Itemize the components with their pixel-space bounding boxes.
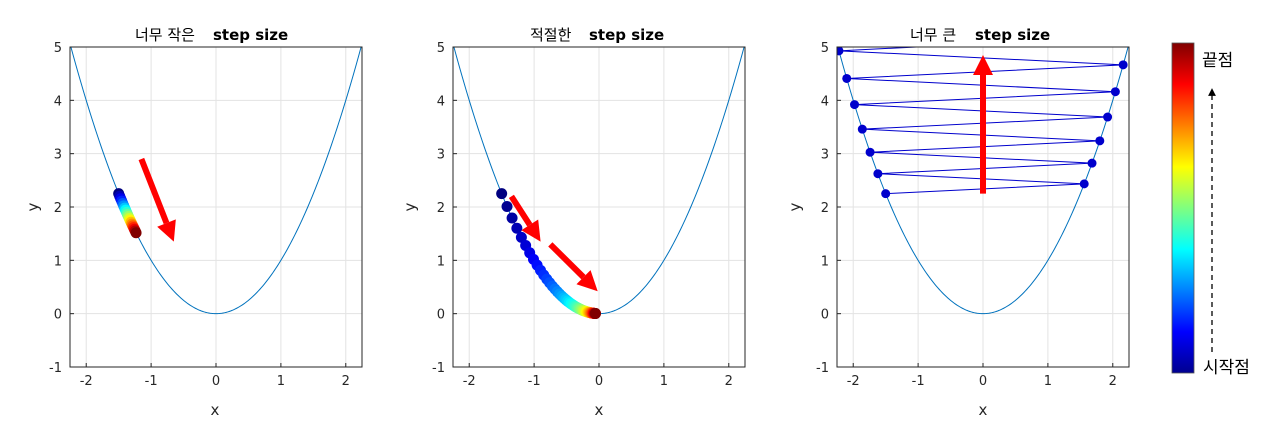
- iteration-point: [501, 201, 513, 213]
- iteration-point: [515, 231, 527, 243]
- direction-arrow-head: [521, 219, 541, 242]
- direction-arrow-head: [576, 270, 598, 292]
- x-tick-label: -2: [463, 374, 476, 389]
- panel-title-bold: step size: [975, 26, 1050, 44]
- iteration-point: [1118, 60, 1128, 70]
- colorbar-bottom-label: 시작점: [1203, 358, 1250, 378]
- direction-arrow-shaft: [548, 242, 586, 280]
- y-tick-label: 0: [437, 308, 445, 323]
- x-tick-label: 0: [979, 374, 987, 389]
- panel-too-small: 너무 작은 step size -2 -1 0 1 2 -1 0 1 2 3 4 5 x y: [24, 26, 363, 419]
- y-tick-label: -1: [432, 361, 445, 376]
- direction-arrow-head: [157, 219, 176, 242]
- iteration-point: [865, 147, 875, 157]
- y-tick-label: 4: [821, 94, 829, 109]
- iteration-point: [130, 227, 142, 239]
- x-tick-label: 1: [1044, 374, 1052, 389]
- y-tick-label: 1: [54, 254, 62, 269]
- y-tick-label: 5: [54, 41, 62, 56]
- x-axis-label: x: [211, 401, 220, 419]
- iteration-point: [1079, 179, 1089, 189]
- y-tick-label: -1: [816, 361, 829, 376]
- panel-title-prefix: 너무 작은: [135, 26, 195, 44]
- x-tick-label: -1: [528, 374, 541, 389]
- panel-title-bold: step size: [589, 26, 664, 44]
- y-axis-label: y: [401, 202, 419, 211]
- y-axis-label: y: [786, 202, 804, 211]
- y-tick-label: 4: [437, 94, 445, 109]
- x-tick-label: -1: [912, 374, 925, 389]
- iteration-point: [1126, 32, 1135, 41]
- y-tick-label: 2: [821, 201, 829, 216]
- x-axis-label: x: [979, 401, 988, 419]
- y-tick-label: 3: [54, 148, 62, 163]
- plot-area: -2 -1 0 1 2 -1 0 1 2 3 4 5: [816, 32, 1135, 389]
- direction-arrow-head: [973, 55, 993, 75]
- x-tick-label: 2: [1109, 374, 1117, 389]
- plot-frame: [69, 46, 363, 368]
- iteration-point: [837, 47, 844, 56]
- iteration-point: [842, 73, 852, 83]
- x-tick-label: -2: [80, 374, 93, 389]
- iteration-point: [1095, 136, 1105, 146]
- iteration-point: [1110, 87, 1120, 97]
- y-tick-label: 0: [54, 308, 62, 323]
- plot-frame: [836, 46, 1130, 368]
- y-tick-label: 3: [437, 148, 445, 163]
- iteration-point: [506, 212, 518, 224]
- plot-frame: [452, 46, 746, 368]
- x-tick-label: -2: [847, 374, 860, 389]
- colorbar-gradient: [1171, 42, 1195, 374]
- x-tick-label: -1: [145, 374, 158, 389]
- colorbar-top-label: 끝점: [1202, 51, 1233, 71]
- direction-arrow-shaft: [138, 157, 170, 225]
- x-tick-label: 0: [212, 374, 220, 389]
- plot-area: -2 -1 0 1 2 -1 0 1 2 3 4 5: [49, 41, 363, 389]
- panel-appropriate: 적절한 step size -2 -1 0 1 2 -1 0 1 2 3 4 5 x y: [401, 26, 746, 419]
- iteration-point: [590, 308, 602, 320]
- x-tick-label: 1: [277, 374, 285, 389]
- panel-title-bold: step size: [213, 26, 288, 44]
- colorbar: 끝점 시작점: [1171, 42, 1250, 378]
- iteration-point: [511, 222, 523, 234]
- y-tick-label: 5: [437, 41, 445, 56]
- x-tick-label: 2: [725, 374, 733, 389]
- y-tick-label: 2: [437, 201, 445, 216]
- iteration-point: [850, 100, 860, 110]
- iteration-point: [873, 169, 883, 179]
- x-axis-label: x: [595, 401, 604, 419]
- x-tick-label: 0: [595, 374, 603, 389]
- iteration-point: [881, 189, 891, 199]
- y-tick-label: -1: [49, 361, 62, 376]
- panel-title-prefix: 적절한: [530, 26, 572, 44]
- x-tick-label: 2: [342, 374, 350, 389]
- panel-title-prefix: 너무 큰: [910, 26, 956, 44]
- y-tick-label: 5: [821, 41, 829, 56]
- iteration-point: [1087, 158, 1097, 168]
- plot-area: -2 -1 0 1 2 -1 0 1 2 3 4 5: [432, 41, 746, 389]
- y-tick-label: 2: [54, 201, 62, 216]
- y-tick-label: 0: [821, 308, 829, 323]
- panel-too-large: 너무 큰 step size -2 -1 0 1 2 -1 0 1 2 3 4 5 x y: [786, 26, 1135, 419]
- iteration-point: [1103, 112, 1113, 122]
- y-tick-label: 1: [437, 254, 445, 269]
- y-tick-label: 1: [821, 254, 829, 269]
- x-tick-label: 1: [660, 374, 668, 389]
- direction-arrow-shaft: [508, 194, 533, 227]
- iteration-point: [857, 124, 867, 134]
- y-tick-label: 4: [54, 94, 62, 109]
- y-tick-label: 3: [821, 148, 829, 163]
- y-axis-label: y: [24, 202, 42, 211]
- iteration-point: [496, 188, 508, 200]
